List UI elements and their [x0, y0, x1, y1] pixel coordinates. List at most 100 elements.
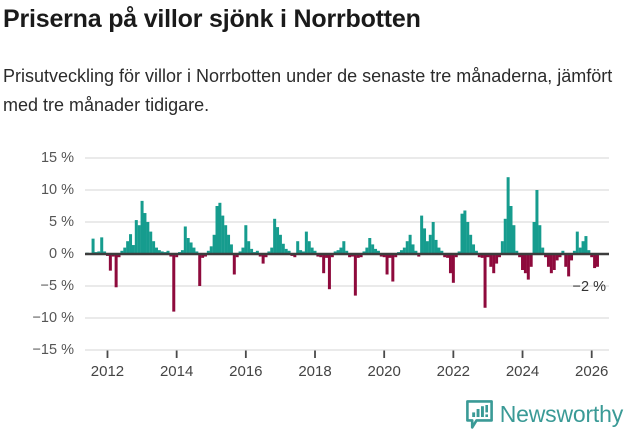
chart-bar	[506, 177, 510, 254]
chart-bar	[342, 241, 346, 254]
chart-bar	[552, 254, 556, 270]
y-axis-tick-label: 15 %	[41, 150, 74, 166]
chart-bar	[454, 254, 458, 258]
chart-bar	[255, 250, 259, 254]
chart-bar	[336, 250, 340, 254]
y-axis-tick-label: 10 %	[41, 182, 74, 198]
x-axis-tick-label: 2020	[367, 363, 400, 380]
chart-bar	[578, 247, 582, 254]
chart-bar	[189, 242, 193, 254]
x-axis-tick-label: 2022	[437, 363, 470, 380]
chart-bar	[526, 254, 530, 280]
chart-subtitle: Prisutveckling för villor i Norrbotten u…	[3, 66, 613, 115]
chart-bar	[428, 234, 432, 254]
chart-bar	[515, 250, 519, 254]
chart-bar	[451, 254, 455, 283]
chart-bar	[143, 213, 147, 254]
chart-bar	[198, 254, 202, 286]
chart-bar	[149, 231, 153, 254]
y-axis-tick-label: −10 %	[32, 310, 74, 326]
y-axis-tick-label: −5 %	[41, 278, 75, 294]
x-axis-tick-label: 2014	[160, 363, 193, 380]
chart-bar	[391, 254, 395, 282]
chart-bar	[584, 236, 588, 254]
chart-bar	[480, 254, 484, 258]
chart-bar	[420, 215, 424, 254]
bar-chart: 15 %10 %5 %0 %−5 %−10 %−15 % 2012 2014 201…	[32, 150, 609, 380]
chart-bar	[131, 245, 135, 254]
chart-bars	[85, 177, 599, 312]
chart-bar	[448, 254, 452, 274]
chart-bar	[425, 241, 429, 254]
chart-bar	[276, 227, 280, 254]
chart-bar	[296, 241, 300, 254]
chart-bar	[146, 222, 150, 254]
chart-footer: Newsworthy	[0, 398, 631, 439]
chart-bar	[500, 241, 504, 254]
chart-bar	[313, 250, 317, 254]
chart-bar	[129, 234, 133, 254]
x-axis-labels: 2012 2014 2016 2018 2020 2022 2024 2026	[91, 363, 609, 380]
chart-bar	[310, 247, 314, 254]
chart-bar	[486, 254, 490, 258]
chart-bar	[235, 254, 239, 258]
chart-bar	[538, 225, 542, 254]
chart-bar	[460, 213, 464, 254]
chart-bar	[183, 226, 187, 254]
chart-bar	[180, 250, 184, 254]
chart-annotations: −2 %	[573, 279, 607, 295]
chart-bar	[117, 254, 121, 258]
y-axis-tick-label: −15 %	[32, 342, 74, 358]
chart-bar	[273, 218, 277, 254]
chart-bar	[270, 247, 274, 254]
chart-bar	[411, 244, 415, 254]
chart-bar	[558, 254, 562, 258]
chart-bar	[345, 250, 349, 254]
y-axis-tick-label: 5 %	[49, 214, 74, 230]
chart-bar	[368, 238, 372, 254]
chart-bar	[546, 254, 550, 267]
chart-bar	[535, 190, 539, 254]
chart-bar	[261, 254, 265, 264]
chart-bar	[224, 225, 228, 254]
chart-bar	[281, 243, 285, 254]
chart-bar	[227, 234, 231, 254]
chart-bar	[264, 254, 268, 258]
chart-bar	[172, 254, 176, 312]
chart-bar	[402, 247, 406, 254]
chart-bar	[595, 254, 599, 267]
chart-bar	[405, 241, 409, 254]
chart-bar	[371, 244, 375, 254]
chart-bar	[544, 254, 548, 258]
chart-bar	[192, 247, 196, 254]
chart-bar	[572, 250, 576, 254]
chart-bar	[394, 254, 398, 258]
chart-bar	[509, 206, 513, 254]
chart-bar	[472, 244, 476, 254]
chart-bar	[463, 210, 467, 254]
chart-bar	[446, 254, 450, 258]
chart-bar	[532, 222, 536, 254]
chart-bar	[212, 234, 216, 254]
chart-bar	[327, 254, 331, 290]
chart-bar	[440, 250, 444, 254]
chart-bar	[374, 248, 378, 254]
chart-bar	[521, 254, 525, 270]
x-axis-tick-label: 2018	[298, 363, 331, 380]
chart-bar	[278, 234, 282, 254]
chart-bar	[489, 254, 493, 267]
chart-bar	[206, 250, 210, 254]
chart-bar	[365, 247, 369, 254]
newsworthy-logo[interactable]: Newsworthy	[465, 400, 623, 429]
chart-bar	[91, 238, 95, 254]
chart-bar	[561, 250, 565, 254]
chart-bar	[221, 215, 225, 254]
chart-bar	[114, 254, 118, 288]
brand-name: Newsworthy	[499, 401, 623, 427]
chart-bar	[376, 250, 380, 254]
chart-bar	[431, 222, 435, 254]
chart-bar	[100, 237, 104, 254]
chart-bar	[157, 250, 161, 254]
chart-bar	[512, 225, 516, 254]
